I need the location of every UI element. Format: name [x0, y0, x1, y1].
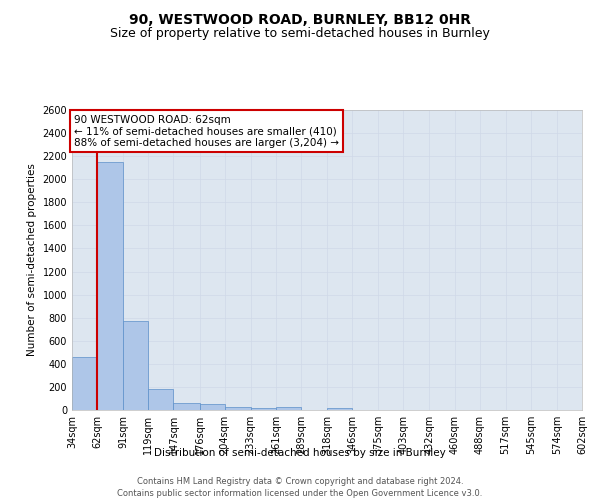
- Text: Size of property relative to semi-detached houses in Burnley: Size of property relative to semi-detach…: [110, 28, 490, 40]
- Text: Contains HM Land Registry data © Crown copyright and database right 2024.: Contains HM Land Registry data © Crown c…: [137, 478, 463, 486]
- Bar: [173, 402, 199, 410]
- Bar: [97, 162, 123, 410]
- Bar: [72, 357, 97, 410]
- Bar: [276, 406, 301, 410]
- Bar: [251, 408, 276, 410]
- Bar: [123, 320, 148, 410]
- Bar: [199, 404, 224, 410]
- Bar: [148, 388, 173, 410]
- Text: 90 WESTWOOD ROAD: 62sqm
← 11% of semi-detached houses are smaller (410)
88% of s: 90 WESTWOOD ROAD: 62sqm ← 11% of semi-de…: [74, 114, 339, 148]
- Text: Contains public sector information licensed under the Open Government Licence v3: Contains public sector information licen…: [118, 489, 482, 498]
- Bar: [327, 408, 352, 410]
- Bar: [224, 406, 251, 410]
- Y-axis label: Number of semi-detached properties: Number of semi-detached properties: [27, 164, 37, 356]
- Text: Distribution of semi-detached houses by size in Burnley: Distribution of semi-detached houses by …: [154, 448, 446, 458]
- Text: 90, WESTWOOD ROAD, BURNLEY, BB12 0HR: 90, WESTWOOD ROAD, BURNLEY, BB12 0HR: [129, 12, 471, 26]
